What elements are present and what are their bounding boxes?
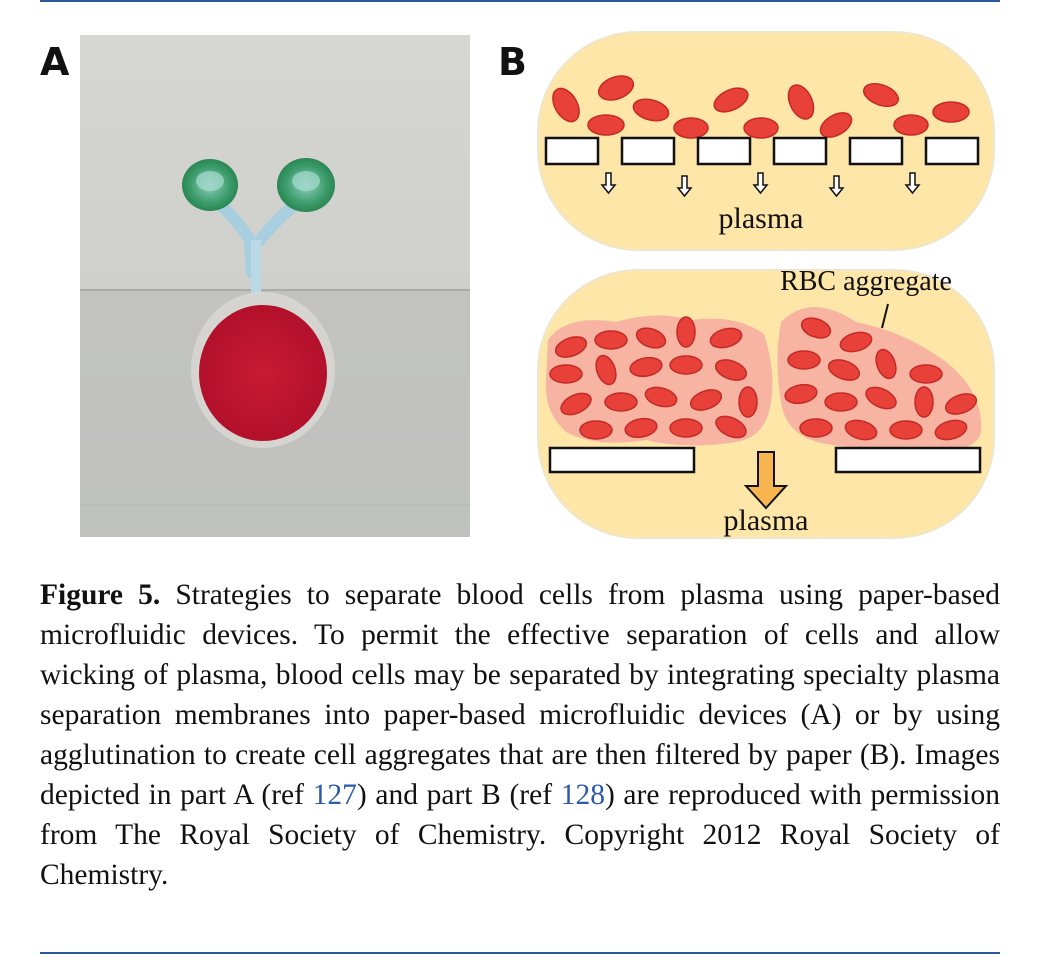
caption-text-1: Strategies to separate blood cells from … [40,579,1000,811]
paper-blocks [548,446,982,474]
aggregate-label: RBC aggregate [780,266,952,297]
rbc-cells-bottom [549,316,978,441]
aggregate-right [777,307,982,451]
bottom-rule [40,952,1000,954]
plasma-label-bottom: plasma [724,504,809,537]
reference-link-127[interactable]: 127 [312,779,357,811]
caption-text-2: ) and part B (ref [356,779,561,811]
figure-label: Figure 5. [40,579,161,611]
figure-caption: Figure 5. Strategies to separate blood c… [40,575,1000,895]
reference-link-128[interactable]: 128 [560,779,605,811]
panel-a-label: A [40,40,70,84]
rbc-cells-top [552,75,970,139]
flow-arrows [600,172,921,198]
plasma-label-top: plasma [719,202,804,235]
flow-arrow-large [743,451,789,510]
panel-b-bottom-schematic: RBC aggregate [537,266,995,539]
top-rule [40,0,1000,2]
panel-a-photo [80,35,470,537]
panel-b-label: B [498,40,527,84]
blood-spot [199,305,327,441]
caption-text-3: ) are reproduced with permission from Th… [40,779,1000,891]
panel-b-top-schematic: plasma [537,31,995,251]
membrane-blocks [544,136,980,166]
aggregate-pointer [881,303,889,329]
